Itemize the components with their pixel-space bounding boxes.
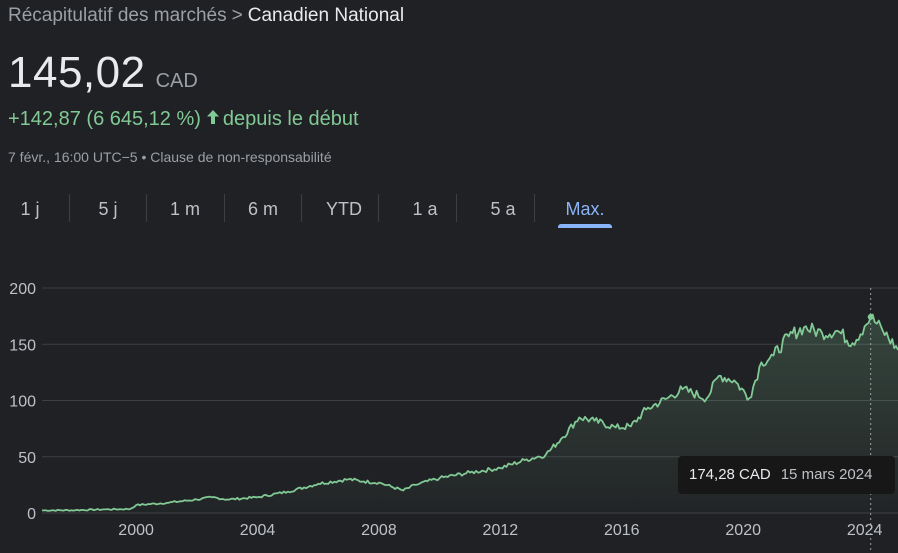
breadcrumb: Récapitulatif des marchés > Canadien Natio… (8, 5, 404, 27)
breadcrumb-current: Canadien National (247, 5, 405, 26)
breadcrumb-separator: > (231, 5, 243, 26)
tab-divider (378, 194, 379, 222)
y-tick-label: 200 (9, 281, 36, 298)
tab-5-years[interactable]: 5 a (490, 199, 516, 219)
quote-timestamp: 7 févr., 16:00 UTC−5 (8, 149, 138, 165)
tab-divider (146, 194, 147, 222)
y-tick-label: 100 (9, 394, 36, 411)
x-tick-label: 2016 (604, 522, 640, 539)
cursor-point (867, 313, 874, 320)
active-tab-indicator (558, 224, 612, 228)
x-tick-label: 2020 (725, 522, 761, 539)
x-tick-label: 2024 (847, 522, 883, 539)
tab-1-day[interactable]: 1 j (20, 199, 40, 219)
range-tabs: 1 j 5 j 1 m 6 m YTD 1 a 5 a Max. (0, 190, 630, 230)
price-header: 145,02 CAD (8, 48, 198, 98)
bullet-separator: • (141, 149, 147, 165)
tab-divider (456, 194, 457, 222)
price-chart[interactable]: 0 50 100 150 200 2000 2004 2008 2012 2016 2020 202… (0, 270, 898, 553)
breadcrumb-parent-link[interactable]: Récapitulatif des marchés (8, 5, 227, 26)
change-period: depuis le début (222, 108, 359, 130)
x-tick-label: 2008 (361, 522, 397, 539)
tab-5-days[interactable]: 5 j (98, 199, 118, 219)
y-tick-label: 50 (18, 450, 36, 467)
tab-6-months[interactable]: 6 m (247, 199, 278, 219)
disclaimer-link[interactable]: Clause de non-responsabilité (150, 149, 332, 165)
price-line (42, 313, 898, 512)
tab-divider (69, 194, 70, 222)
y-axis: 0 50 100 150 200 (9, 281, 36, 523)
x-tick-label: 2012 (483, 522, 519, 539)
tooltip-date: 15 mars 2024 (780, 466, 873, 483)
quote-meta: 7 févr., 16:00 UTC−5 • Clause de non-res… (8, 149, 332, 165)
tab-ytd[interactable]: YTD (326, 199, 362, 219)
tab-divider (301, 194, 302, 222)
x-tick-label: 2004 (240, 522, 276, 539)
tab-divider (224, 194, 225, 222)
y-tick-label: 0 (27, 506, 36, 523)
tab-max[interactable]: Max. (565, 199, 605, 219)
tab-1-year[interactable]: 1 a (412, 199, 438, 219)
x-axis: 2000 2004 2008 2012 2016 2020 2024 (118, 522, 882, 539)
current-price: 145,02 (8, 48, 146, 97)
currency-label: CAD (155, 70, 198, 92)
chart-tooltip: 174,28 CAD 15 mars 2024 (678, 456, 895, 494)
x-tick-label: 2000 (118, 522, 154, 539)
price-change: +142,87 (6 645,12 %) depuis le début (8, 108, 359, 131)
tab-divider (534, 194, 535, 222)
change-value: +142,87 (6 645,12 %) (8, 108, 201, 130)
arrow-up-icon (205, 108, 221, 131)
y-tick-label: 150 (9, 337, 36, 354)
tooltip-value: 174,28 CAD (689, 466, 771, 483)
tab-1-month[interactable]: 1 m (169, 199, 200, 219)
